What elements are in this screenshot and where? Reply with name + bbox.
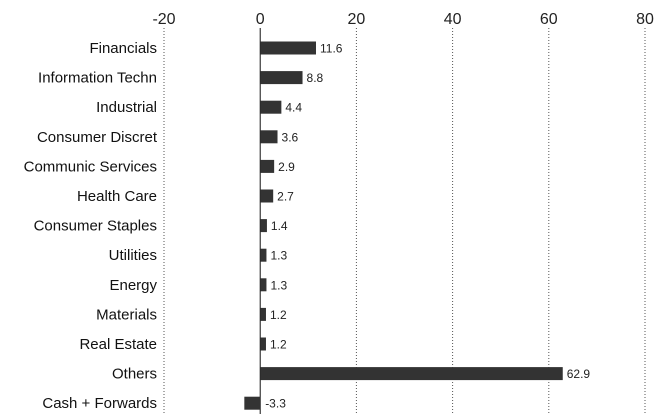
bar	[260, 307, 266, 321]
bar	[260, 100, 282, 114]
data-label: 11.6	[320, 42, 343, 56]
x-tick-label: 60	[540, 11, 558, 28]
data-label: 1.3	[270, 249, 287, 263]
bar	[260, 278, 267, 292]
bars	[244, 41, 563, 410]
x-tick-label: 80	[636, 11, 654, 28]
x-tick-label: 0	[256, 11, 265, 28]
data-label: 4.4	[285, 101, 302, 115]
bar	[260, 130, 278, 144]
data-label: 1.2	[270, 308, 287, 322]
data-label: 1.2	[270, 338, 287, 352]
category-label: Health Care	[77, 188, 157, 205]
category-label: Financials	[89, 40, 157, 57]
category-label: Information Techn	[38, 70, 157, 87]
x-tick-label: 40	[444, 11, 462, 28]
category-labels: Financials Information Techn Industrial Con…	[24, 40, 158, 412]
category-label: Consumer Staples	[34, 218, 157, 235]
bar	[260, 71, 303, 85]
category-label: Consumer Discret	[37, 129, 158, 146]
x-tick-label: 20	[348, 11, 366, 28]
category-label: Utilities	[109, 247, 157, 264]
category-label: Communic Services	[24, 158, 157, 175]
bar	[260, 367, 563, 381]
category-label: Materials	[96, 306, 157, 323]
category-label: Others	[112, 366, 157, 383]
bar	[260, 337, 266, 351]
data-label: 62.9	[567, 367, 591, 381]
bar	[260, 159, 275, 173]
bar	[244, 396, 261, 410]
bar	[260, 41, 316, 55]
data-label: 1.4	[271, 219, 288, 233]
bar	[260, 248, 267, 262]
data-label: 3.6	[282, 130, 299, 144]
data-label: 2.9	[278, 160, 295, 174]
bar	[260, 189, 274, 203]
x-axis-tick-labels: -20 0 20 40 60 80	[152, 11, 654, 28]
data-label: 8.8	[307, 71, 324, 85]
data-label: 2.7	[277, 190, 294, 204]
category-label: Energy	[109, 277, 157, 294]
data-label: -3.3	[265, 397, 286, 411]
data-labels: 11.6 8.8 4.4 3.6 2.9 2.7 1.4 1.3 1.3 1.2 1.2 62.9 -3…	[265, 42, 590, 411]
data-label: 1.3	[270, 278, 287, 292]
category-label: Cash + Forwards	[42, 395, 157, 412]
gridlines	[163, 28, 646, 414]
category-label: Real Estate	[79, 336, 157, 353]
bar	[260, 219, 267, 233]
category-label: Industrial	[96, 99, 157, 116]
x-tick-label: -20	[152, 11, 175, 28]
